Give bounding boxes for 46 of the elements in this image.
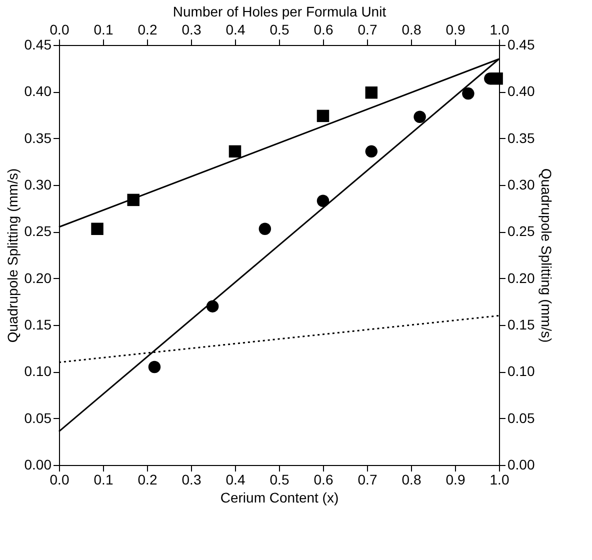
x2-tick-label: 0.7 (358, 22, 378, 38)
y2-tick-label: 0.10 (508, 363, 535, 380)
y-tick-label: 0.05 (24, 410, 52, 426)
x-tick-label: 0.7 (358, 472, 378, 488)
y2-tick-label: 0.20 (508, 270, 535, 286)
y-tick-label: 0.20 (24, 270, 52, 286)
x-tick-label: 1.0 (490, 472, 510, 488)
x-tick-label: 0.9 (446, 472, 466, 488)
y-tick-label: 0.30 (24, 176, 52, 192)
x2-tick-label: 0.1 (94, 22, 114, 38)
x2-tick-label: 0.8 (402, 22, 422, 38)
x2-tick-label: 1.0 (490, 22, 510, 38)
y2-tick-label: 0.15 (508, 316, 535, 332)
x2-tick-label: 0.9 (446, 22, 466, 38)
y-tick-label: 0.10 (24, 363, 52, 380)
x2-tick-label: 0.6 (314, 22, 334, 38)
y-tick-label: 0.35 (24, 130, 52, 146)
x-axis-title: Cerium Content (x) (220, 490, 339, 506)
x-tick-label: 0.6 (314, 472, 334, 488)
x-tick-label: 0.2 (138, 472, 158, 488)
x-tick-label: 0.1 (94, 472, 114, 488)
y2-tick-label: 0.45 (508, 36, 535, 52)
x2-tick-label: 0.4 (226, 22, 246, 38)
y-axis-title: Quadrupole Splitting (mm/s) (4, 168, 20, 343)
x-tick-label: 0.5 (270, 472, 290, 488)
y-tick-label: 0.45 (24, 36, 52, 52)
x-tick-label: 0.8 (402, 472, 422, 488)
y2-tick-label: 0.30 (508, 176, 535, 192)
x-tick-label: 0.4 (226, 472, 246, 488)
y-tick-label: 0.40 (24, 83, 52, 100)
y-tick-label: 0.15 (24, 316, 52, 332)
x2-tick-label: 0.3 (182, 22, 202, 38)
x-tick-label: 0.3 (182, 472, 202, 488)
x2-axis-title: Number of Holes per Formula Unit (172, 4, 386, 20)
y-tick-label: 0.25 (24, 223, 52, 240)
y-tick-label: 0.00 (24, 456, 52, 472)
x-tick-label: 0.0 (50, 472, 70, 488)
x2-tick-label: 0.5 (270, 22, 290, 38)
y2-axis-title: Quadrupole Splitting (mm/s) (538, 168, 555, 343)
y2-tick-label: 0.00 (508, 456, 535, 472)
y2-tick-label: 0.40 (508, 83, 535, 100)
y2-tick-label: 0.25 (508, 223, 535, 240)
y2-tick-label: 0.35 (508, 130, 535, 146)
x2-tick-label: 0.2 (138, 22, 158, 38)
x2-tick-label: 0.0 (50, 22, 70, 38)
y2-tick-label: 0.05 (508, 410, 535, 426)
